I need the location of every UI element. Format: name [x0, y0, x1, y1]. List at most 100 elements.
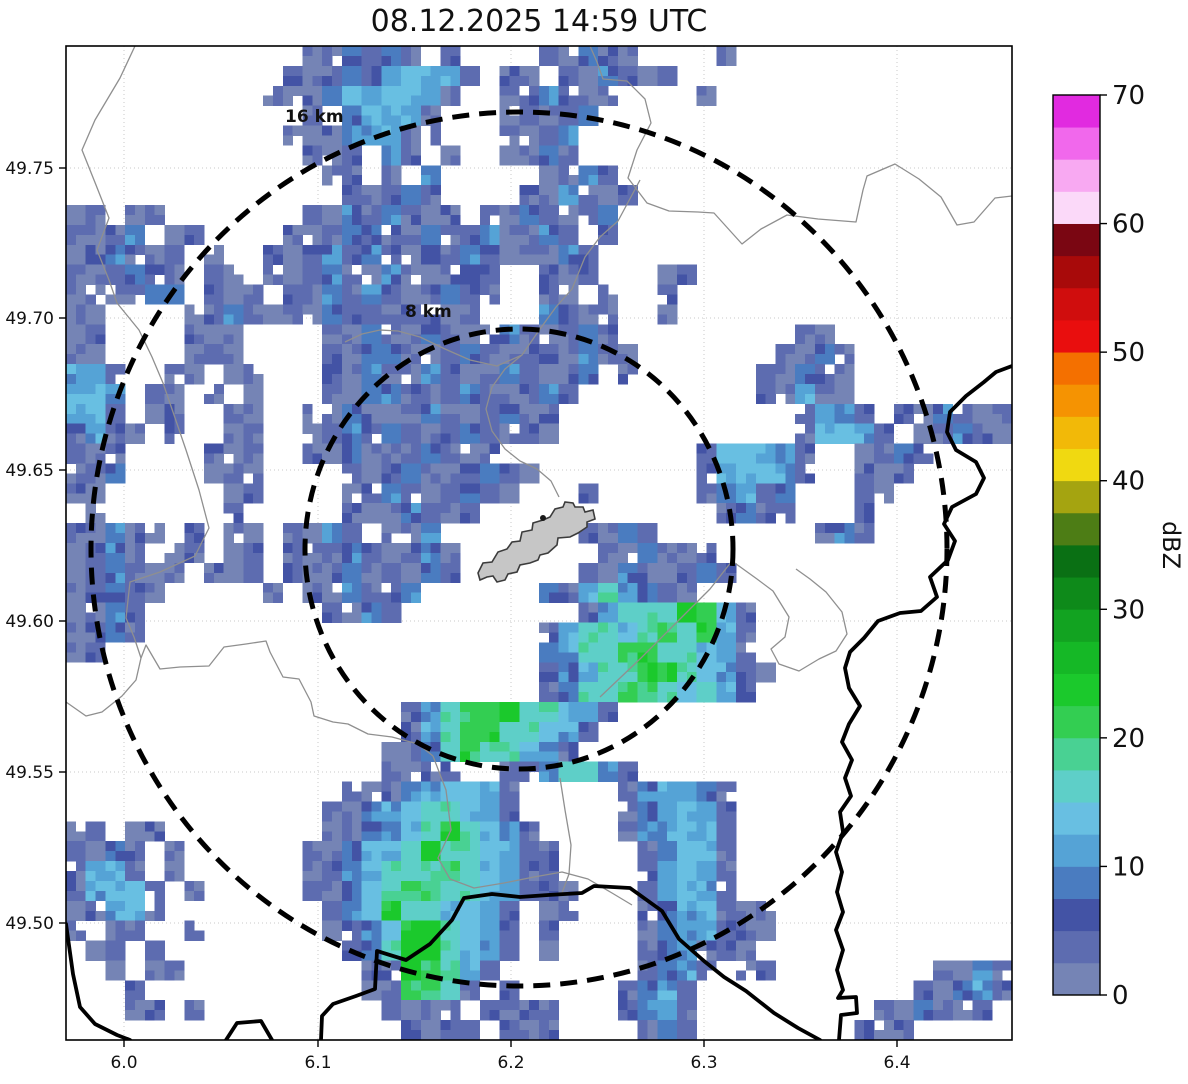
radar-cell [568, 672, 579, 683]
radar-cell [381, 741, 392, 753]
radar-cell [598, 55, 609, 67]
radar-cell [676, 652, 688, 663]
radar-cell [401, 871, 412, 882]
radar-cell [598, 185, 609, 196]
radar-cell [332, 334, 343, 345]
radar-cell [676, 274, 688, 285]
radar-cell [617, 831, 628, 842]
radar-cell [440, 851, 451, 862]
radar-cell [460, 75, 471, 87]
radar-cell [479, 493, 491, 504]
radar-cell [430, 165, 441, 176]
radar-cell [627, 1010, 638, 1021]
radar-cell [578, 165, 589, 176]
radar-cell [420, 980, 431, 991]
radar-cell [499, 880, 510, 892]
radar-cell [361, 582, 372, 593]
radar-cell [154, 582, 165, 593]
radar-cell [322, 910, 333, 922]
radar-cell [420, 195, 431, 206]
radar-cell [341, 443, 353, 454]
radar-cell [745, 463, 757, 474]
radar-cell [105, 880, 116, 892]
radar-cell [578, 692, 589, 703]
radar-cell [381, 354, 392, 365]
radar-cell [667, 821, 678, 832]
radar-cell [144, 582, 155, 593]
radar-cell [105, 403, 116, 415]
radar-cell [992, 980, 1003, 991]
radar-cell [460, 702, 471, 713]
radar-cell [598, 75, 609, 87]
radar-cell [972, 990, 983, 1001]
radar-cell [361, 950, 372, 961]
radar-cell [834, 533, 845, 544]
radar-cell [460, 871, 471, 882]
radar-cell [736, 632, 747, 643]
radar-cell [470, 334, 481, 345]
radar-cell [312, 224, 323, 236]
radar-cell [450, 871, 461, 882]
radar-cell [223, 274, 234, 285]
radar-cell [371, 493, 382, 504]
radar-cell [716, 920, 727, 931]
radar-cell [154, 205, 165, 216]
radar-cell [647, 65, 658, 77]
radar-cell [519, 95, 530, 106]
radar-cell [667, 314, 678, 325]
radar-cell [302, 403, 313, 415]
radar-cell [588, 354, 599, 365]
radar-cell [361, 483, 372, 494]
radar-cell [401, 383, 412, 395]
radar-cell [617, 652, 628, 663]
admin-boundary-line [559, 777, 572, 894]
radar-cell [351, 433, 362, 444]
radar-cell [75, 324, 86, 335]
colorbar-segment [1053, 95, 1100, 128]
radar-cell [391, 811, 402, 822]
radar-cell [243, 413, 254, 425]
radar-cell [154, 393, 165, 405]
radar-cell [864, 433, 875, 444]
radar-cell [923, 403, 934, 415]
radar-cell [95, 214, 106, 226]
radar-cell [578, 602, 589, 613]
radar-cell [499, 801, 510, 812]
radar-cell [637, 930, 648, 941]
radar-cell [588, 572, 599, 584]
radar-cell [430, 1020, 441, 1031]
radar-cell [539, 393, 550, 405]
radar-cell [558, 374, 569, 385]
radar-cell [440, 463, 451, 474]
radar-cell [755, 393, 766, 405]
radar-cell [125, 234, 136, 246]
radar-cell [726, 672, 737, 683]
radar-cell [154, 383, 165, 395]
radar-cell [401, 105, 412, 116]
radar-cell [430, 264, 441, 275]
radar-cell [66, 890, 77, 902]
radar-cell [361, 841, 372, 852]
radar-cell [401, 314, 412, 325]
radar-cell [184, 324, 195, 335]
radar-cell [893, 463, 904, 474]
radar-cell [509, 433, 520, 444]
radar-cell [765, 463, 776, 474]
radar-cell [637, 831, 648, 842]
radar-cell [371, 234, 382, 246]
radar-cell [341, 841, 353, 852]
radar-cell [509, 493, 520, 504]
radar-cell [115, 423, 126, 434]
radar-cell [854, 533, 865, 544]
radar-cell [430, 483, 441, 494]
radar-cell [66, 642, 77, 653]
radar-cell [361, 125, 372, 136]
radar-cell [381, 65, 392, 77]
radar-cell [381, 980, 392, 991]
radar-cell [598, 234, 609, 246]
radar-cell [420, 930, 431, 941]
radar-cell [460, 334, 471, 345]
radar-cell [391, 334, 402, 345]
radar-cell [913, 423, 924, 434]
